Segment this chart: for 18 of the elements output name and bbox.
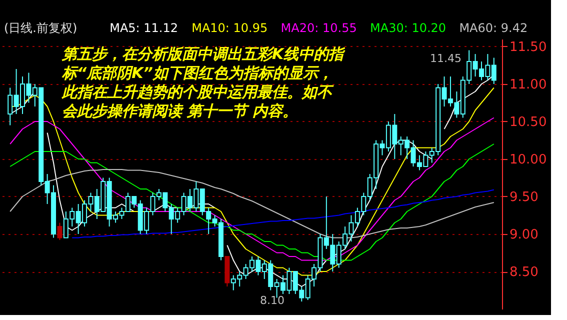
candlestick bbox=[57, 222, 62, 240]
y-tick-label: 9.00 bbox=[510, 228, 538, 242]
chart-title: (日线.前复权) bbox=[4, 21, 78, 35]
text: MA5: 11.12 bbox=[110, 21, 178, 35]
text: MA20: 10.55 bbox=[280, 21, 357, 35]
y-tick-label: 9.50 bbox=[510, 190, 538, 205]
annotation: 第五步，在分析版面中调出五彩K线中的指标“底部阴K”如下图红色为指标的显示，此指在上升趋势的个股中运用最佳。如不会此步操作请阅读 第十一节 内容。 bbox=[61, 45, 346, 120]
text: MA60: 9.42 bbox=[459, 21, 528, 35]
text: MA10: 10.95 bbox=[192, 21, 268, 35]
line-series bbox=[72, 189, 494, 238]
annotation: 8.10 bbox=[260, 294, 284, 307]
y-tick-label: 10.50 bbox=[510, 115, 547, 130]
y-tick-label: 11.50 bbox=[510, 40, 547, 55]
y-tick-label: 11.00 bbox=[510, 78, 547, 92]
text: MA30: 10.20 bbox=[370, 21, 446, 35]
annotation: 11.45 bbox=[430, 52, 462, 65]
y-tick-label: 8.50 bbox=[510, 265, 538, 280]
y-tick-label: 10.00 bbox=[510, 152, 547, 168]
